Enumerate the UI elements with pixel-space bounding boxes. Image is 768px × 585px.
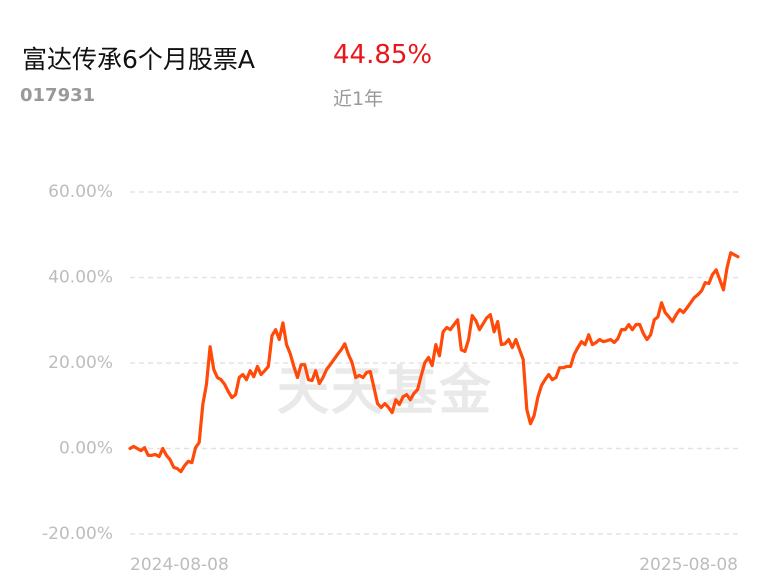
period: 近1年 <box>333 88 384 110</box>
fund-name: 富达传承6个月股票A <box>22 45 256 74</box>
x-tick-label: 2024-08-08 <box>130 555 229 575</box>
y-tick-label: 40.00% <box>48 268 113 288</box>
y-tick-label: 0.00% <box>59 439 113 459</box>
y-tick-label: 20.00% <box>48 353 113 373</box>
fund-code: 017931 <box>20 85 96 106</box>
series-line <box>128 251 740 474</box>
y-tick-label: 60.00% <box>48 182 113 202</box>
return: 44.85% <box>333 40 433 70</box>
watermark: 天天基金 <box>277 362 493 422</box>
x-tick-label: 2025-08-08 <box>639 555 738 575</box>
y-tick-label: -20.00% <box>42 524 113 544</box>
